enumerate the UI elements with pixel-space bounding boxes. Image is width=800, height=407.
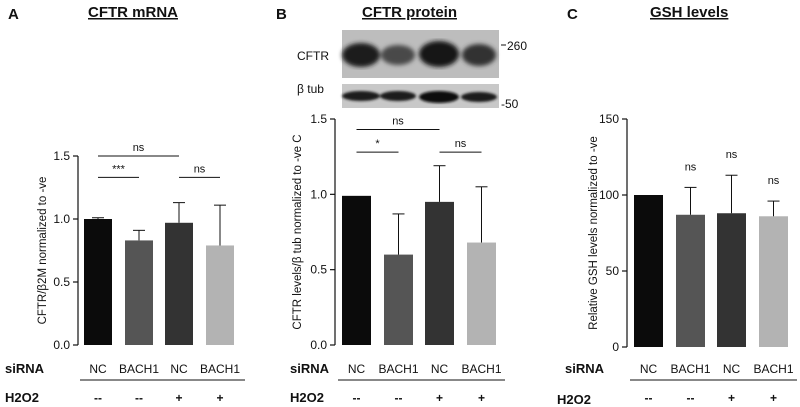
marker-50: -50 [501, 97, 519, 111]
panel-c-sirna-label: NC [723, 362, 741, 376]
panel-c-h2o2-label: -- [645, 391, 653, 405]
panel-a-significance-label: *** [112, 163, 126, 175]
panel-c-bar-annotation: ns [685, 161, 697, 173]
panel-c-h2o2-label: -- [687, 391, 695, 405]
panel-b-sirna-label: BACH1 [461, 362, 501, 376]
blot-cftr-label: CFTR [297, 49, 329, 63]
panel-c-tick-label: 150 [599, 112, 619, 126]
panel-b-tick-label: 0.0 [310, 338, 327, 352]
blot-cftr-band-4 [462, 44, 496, 66]
panel-c-bar [759, 216, 788, 347]
panel-c-y-axis-label: Relative GSH levels normalized to -ve [588, 136, 600, 330]
sirna-row-label-c: siRNA [565, 361, 605, 376]
blot-cftr-band-3 [419, 41, 459, 67]
western-blot-image [342, 30, 506, 108]
panel-a-h2o2-label: + [216, 391, 223, 405]
panel-c-bar [676, 214, 705, 347]
panel-c-bar-annotation: ns [768, 175, 780, 187]
blot-tub-band-4 [461, 92, 497, 102]
panel-b-significance-label: * [375, 138, 380, 150]
panel-c-h2o2-label: + [770, 391, 777, 405]
panel-a-sirna-label: NC [170, 362, 188, 376]
plots-layer: 0.0 0.5 1.0 1.5 CFTR/β2M normalized to -ve NC… [37, 112, 797, 405]
panel-b-letter: B [276, 6, 287, 23]
panel-b-h2o2-label: + [436, 391, 443, 405]
panel-c-tick-label: 100 [599, 188, 619, 202]
panel-a-bar [165, 222, 193, 345]
panel-a-bar [206, 245, 234, 345]
panel-b-tick-label: 1.5 [310, 112, 327, 126]
blot-tub-label: β tub [297, 82, 324, 96]
blot-tub-band-3 [419, 91, 459, 103]
panel-a-significance-label: ns [133, 142, 145, 154]
panel-a-h2o2-label: -- [135, 391, 143, 405]
panel-c-sirna-label: NC [640, 362, 658, 376]
panel-b-bar [384, 254, 413, 345]
panel-a-y-axis-label: CFTR/β2M normalized to -ve [37, 177, 49, 325]
panel-b-significance-label: ns [392, 116, 404, 128]
blot-cftr-band-2 [381, 45, 415, 65]
blot-tub-band-1 [342, 91, 380, 101]
marker-260: 260 [507, 39, 527, 53]
panel-c-bar-annotation: ns [726, 149, 738, 161]
panel-b-sirna-label: NC [431, 362, 449, 376]
panel-b-sirna-label: NC [348, 362, 366, 376]
panel-a-title: CFTR mRNA [88, 4, 178, 21]
panel-b-tick-label: 0.5 [310, 263, 327, 277]
panel-a-bar [125, 240, 153, 345]
panel-b-title: CFTR protein [362, 4, 457, 21]
h2o2-row-label-c: H2O2 [557, 392, 591, 407]
panel-b-significance-label: ns [455, 138, 467, 150]
panel-b-h2o2-label: + [478, 391, 485, 405]
panel-a-sirna-label: NC [89, 362, 107, 376]
panel-a-tick-label: 0.0 [53, 338, 70, 352]
panel-a-bar [84, 219, 112, 345]
panel-c-tick-label: 0 [612, 340, 619, 354]
panel-c-title: GSH levels [650, 4, 728, 21]
panel-a-sirna-label: BACH1 [119, 362, 159, 376]
panel-b-h2o2-label: -- [353, 391, 361, 405]
blot-tub-band-2 [380, 91, 416, 101]
panel-c-h2o2-label: + [728, 391, 735, 405]
panel-c-sirna-label: BACH1 [753, 362, 793, 376]
panel-b-tick-label: 1.0 [310, 187, 327, 201]
panel-b-bar [425, 201, 454, 345]
panel-c-bar [717, 213, 746, 347]
panel-a-h2o2-label: + [175, 391, 182, 405]
panel-c-bar [634, 195, 663, 347]
h2o2-row-label-b: H2O2 [290, 390, 324, 405]
panel-a-sirna-label: BACH1 [200, 362, 240, 376]
sirna-row-label-a: siRNA [5, 361, 45, 376]
panel-c-letter: C [567, 6, 578, 23]
panel-a-tick-label: 0.5 [53, 275, 70, 289]
panel-a-tick-label: 1.0 [53, 212, 70, 226]
panel-a-h2o2-label: -- [94, 391, 102, 405]
panel-b-bar [342, 195, 371, 345]
blot-cftr-band-1 [342, 43, 380, 67]
panel-a-tick-label: 1.5 [53, 149, 70, 163]
panel-c-sirna-label: BACH1 [670, 362, 710, 376]
panel-b-bar [467, 242, 496, 345]
panel-a-letter: A [8, 6, 19, 23]
panel-c-tick-label: 50 [606, 264, 620, 278]
h2o2-row-label-a: H2O2 [5, 390, 39, 405]
panel-b-y-axis-label: CFTR levels/β tub normalized to -ve C [292, 134, 304, 329]
panel-a-significance-label: ns [194, 163, 206, 175]
panel-b-sirna-label: BACH1 [378, 362, 418, 376]
sirna-row-label-b: siRNA [290, 361, 330, 376]
panel-b-h2o2-label: -- [395, 391, 403, 405]
